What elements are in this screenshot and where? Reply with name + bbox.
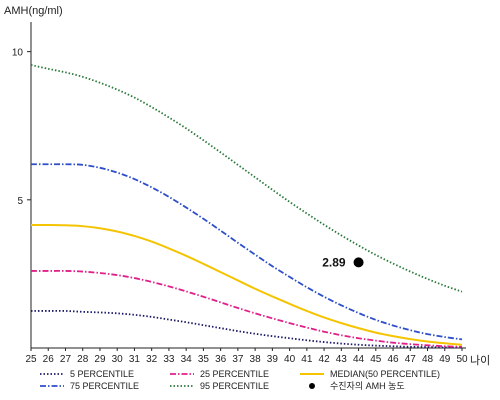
legend-item: 25 PERCENTILE (170, 369, 269, 379)
x-tick-label: 32 (146, 354, 158, 365)
legend-item: 75 PERCENTILE (40, 381, 139, 391)
x-tick-label: 40 (284, 354, 296, 365)
legend-label: 25 PERCENTILE (200, 369, 269, 379)
x-tick-label: 50 (456, 354, 468, 365)
x-tick-label: 48 (422, 354, 434, 365)
x-tick-label: 29 (94, 354, 106, 365)
series-line-median-50-percentile (30, 223, 463, 346)
x-tick-label: 49 (439, 354, 451, 365)
x-tick-label: 39 (267, 354, 279, 365)
y-tick-label: 10 (12, 48, 24, 59)
x-tick-label: 25 (25, 354, 37, 365)
patient-marker-group: 2.89 (322, 255, 364, 269)
x-tick-label: 31 (129, 354, 141, 365)
legend-dot-marker (309, 383, 315, 389)
legend-label: 75 PERCENTILE (70, 381, 139, 391)
legend-label: 수진자의 AMH 농도 (330, 381, 405, 391)
series-lines (30, 64, 463, 349)
legend-item: 95 PERCENTILE (170, 381, 269, 391)
x-tick-label: 28 (77, 354, 89, 365)
y-axis-title: AMH(ng/ml) (4, 5, 63, 17)
x-tick-label: 41 (301, 354, 313, 365)
x-tick-label: 46 (387, 354, 399, 365)
legend-item: 수진자의 AMH 농도 (309, 381, 405, 391)
series-line-75-percentile (31, 163, 463, 341)
x-tick-label: 45 (370, 354, 382, 365)
x-tick-label: 36 (215, 354, 227, 365)
legend-item: 5 PERCENTILE (40, 369, 134, 379)
x-tick-label: 35 (198, 354, 210, 365)
x-tick-label: 44 (353, 354, 365, 365)
legend: 5 PERCENTILE 25 PERCENTILE MEDIAN(50 PERCE… (40, 369, 440, 391)
axes: AMH(ng/ml) 나이 5 10 25 26 27 28 29 30 31 32 33 34 35… (4, 5, 490, 367)
legend-label: MEDIAN(50 PERCENTILE) (330, 369, 440, 379)
x-tick-label: 42 (319, 354, 331, 365)
x-tick-label: 33 (163, 354, 175, 365)
patient-amh-point (353, 257, 364, 268)
series-line-25-percentile (30, 270, 463, 348)
y-tick-label: 5 (17, 196, 23, 207)
x-tick-label: 47 (405, 354, 417, 365)
x-ticks: 25 26 27 28 29 30 31 32 33 34 35 36 37 38 39 40 41 42 43 44… (25, 348, 468, 365)
x-tick-label: 30 (112, 354, 124, 365)
x-tick-label: 37 (232, 354, 244, 365)
x-tick-label: 43 (336, 354, 348, 365)
x-axis-title: 나이 (470, 354, 490, 367)
y-ticks: 5 10 (12, 48, 31, 207)
legend-item: MEDIAN(50 PERCENTILE) (300, 369, 440, 379)
patient-value-label: 2.89 (322, 255, 346, 269)
legend-label: 95 PERCENTILE (200, 381, 269, 391)
x-tick-label: 26 (43, 354, 55, 365)
legend-label: 5 PERCENTILE (70, 369, 134, 379)
x-tick-label: 38 (250, 354, 262, 365)
series-line-5-percentile (31, 309, 463, 349)
x-tick-label: 27 (60, 354, 72, 365)
x-tick-label: 34 (181, 354, 193, 365)
series-line-95-percentile (30, 64, 463, 293)
